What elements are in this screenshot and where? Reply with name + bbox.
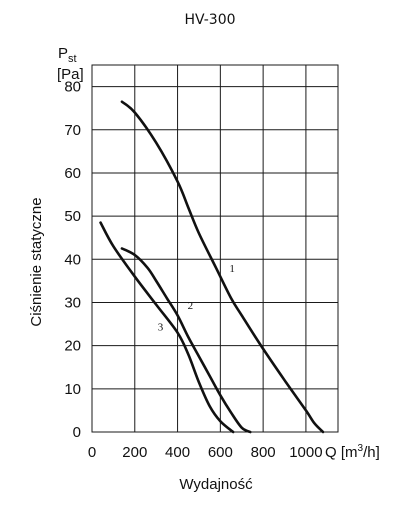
- x-tick-label: 0: [88, 444, 96, 461]
- plot-frame: [91, 64, 339, 433]
- y-unit-label: Pst [Pa]: [57, 45, 84, 83]
- curve-label-1: 1: [229, 263, 235, 275]
- y-axis-title: Ciśnienie statyczne: [28, 197, 45, 326]
- curve-3: [99, 221, 235, 434]
- curves: [99, 100, 325, 434]
- x-tick-labels: 0 200 400 600 800 1000: [88, 444, 323, 461]
- curve-label-3: 3: [158, 322, 164, 334]
- y-tick-label: 40: [64, 251, 81, 268]
- y-tick-label: 20: [64, 338, 81, 355]
- y-tick-label: 80: [64, 79, 81, 96]
- curve-1: [120, 100, 325, 434]
- y-tick-labels: 0 10 20 30 40 50 60 70 80: [64, 79, 81, 441]
- curve-label-2: 2: [188, 300, 194, 312]
- y-tick-label: 70: [64, 122, 81, 139]
- curve-labels: 1 2 3: [158, 263, 235, 333]
- x-tick-label: 1000: [289, 444, 322, 461]
- grid: [91, 64, 339, 433]
- x-tick-label: 200: [122, 444, 147, 461]
- x-tick-label: 600: [208, 444, 233, 461]
- x-tick-label: 400: [165, 444, 190, 461]
- chart-title: HV-300: [184, 12, 235, 28]
- y-tick-label: 50: [64, 208, 81, 225]
- x-axis-title: Wydajność: [179, 476, 253, 493]
- x-unit-label: Q [m3/h]: [325, 443, 380, 461]
- y-unit-symbol: Pst: [58, 45, 77, 65]
- y-tick-label: 10: [64, 381, 81, 398]
- y-unit-bracket: [Pa]: [57, 66, 84, 83]
- x-tick-label: 800: [251, 444, 276, 461]
- y-tick-label: 30: [64, 294, 81, 311]
- y-tick-label: 60: [64, 165, 81, 182]
- curve-2: [120, 247, 252, 434]
- y-tick-label: 0: [73, 424, 81, 441]
